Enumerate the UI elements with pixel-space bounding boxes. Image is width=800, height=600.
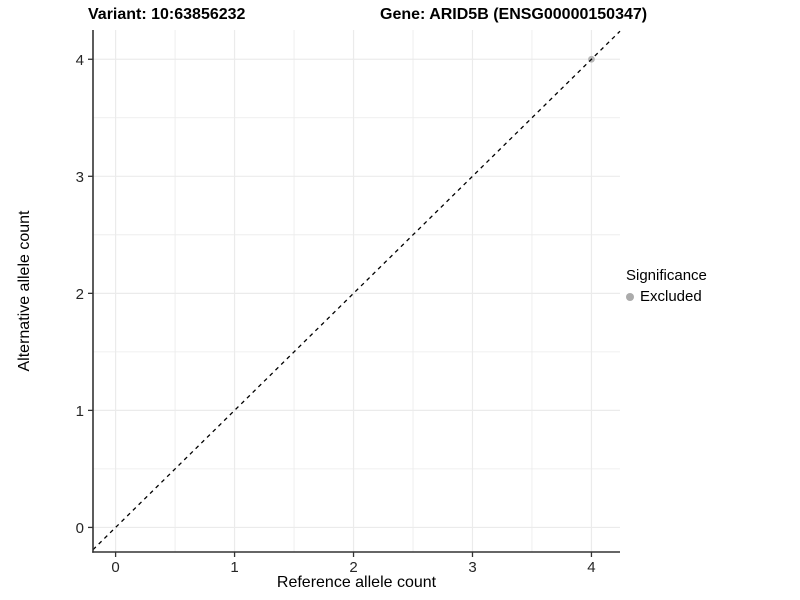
legend-key-dot	[626, 292, 634, 301]
plot-title-gene: Gene: ARID5B (ENSG00000150347)	[380, 6, 648, 23]
legend: Significance Excluded	[626, 267, 707, 305]
y-axis-title: Alternative allele count	[16, 210, 33, 372]
y-axis-tick-label: 2	[76, 286, 84, 303]
identity-dashed-line	[92, 30, 621, 551]
x-axis-tick-label: 2	[349, 559, 357, 576]
y-axis-tick-label: 0	[76, 520, 84, 537]
legend-item-label: Excluded	[640, 288, 702, 305]
x-axis-title: Reference allele count	[276, 574, 437, 591]
legend-item-excluded: Excluded	[626, 288, 707, 305]
x-axis-tick-label: 1	[230, 559, 238, 576]
y-axis-tick-label: 1	[76, 403, 84, 420]
y-axis-tick-label: 4	[76, 52, 84, 69]
x-axis-tick-label: 3	[468, 559, 476, 576]
y-axis-tick-label: 3	[76, 169, 84, 186]
x-axis-tick-label: 0	[111, 559, 119, 576]
x-axis-tick-label: 4	[587, 559, 595, 576]
plot-title-variant: Variant: 10:63856232	[88, 6, 246, 23]
legend-title: Significance	[626, 267, 707, 284]
